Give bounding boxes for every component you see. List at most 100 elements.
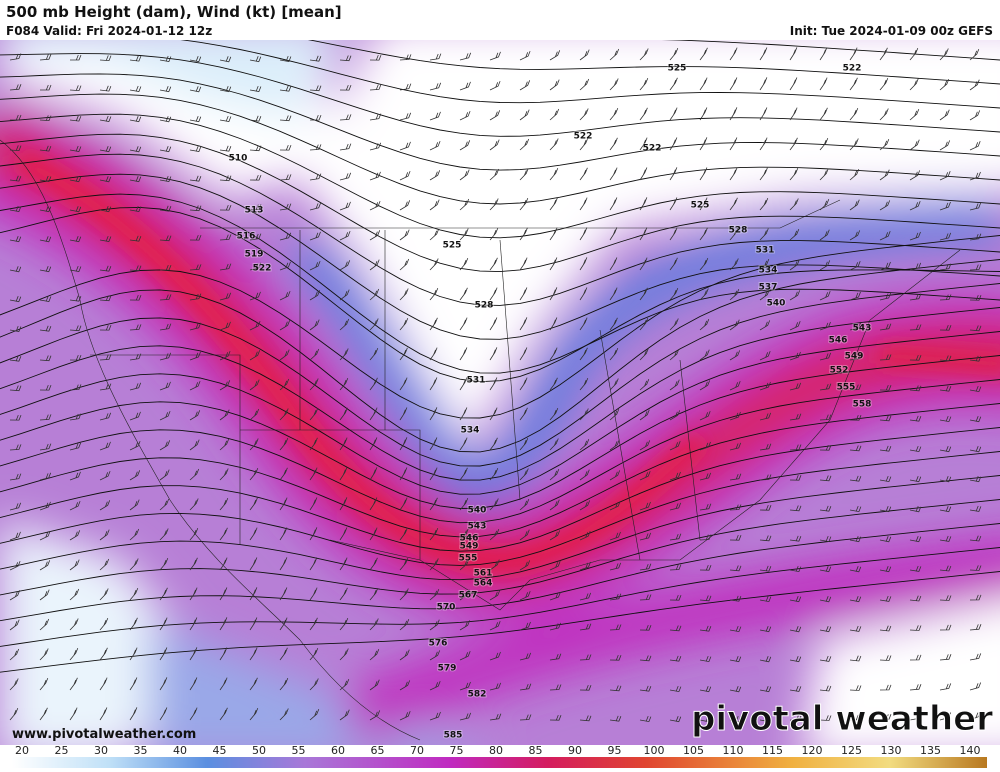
wind-barb — [549, 714, 562, 721]
colorbar-tick-label: 115 — [762, 744, 783, 757]
wind-barb — [579, 408, 589, 421]
wind-barb — [549, 377, 558, 391]
wind-barb — [459, 558, 470, 571]
wind-barb — [339, 230, 351, 241]
wind-barb — [729, 442, 742, 451]
wind-barb — [99, 617, 109, 631]
wind-barb — [39, 414, 52, 421]
wind-barb — [909, 625, 922, 631]
wind-barb — [909, 324, 922, 331]
wind-barb — [339, 289, 350, 301]
wind-barb — [519, 109, 530, 121]
wind-barb — [369, 467, 378, 481]
wind-barb — [909, 565, 922, 572]
wind-barb — [819, 715, 832, 721]
wind-barb — [579, 684, 592, 691]
wind-barb — [789, 656, 802, 663]
wind-barb — [489, 407, 498, 421]
wind-barb — [819, 198, 830, 211]
contour-label: 522 — [574, 132, 593, 142]
wind-barb — [159, 235, 172, 242]
contour-label: 543 — [468, 522, 487, 532]
wind-barb — [9, 145, 22, 152]
wind-barb — [129, 707, 138, 721]
wind-barb — [759, 504, 772, 511]
wind-barb — [369, 527, 378, 541]
wind-barb — [9, 84, 22, 91]
wind-barb — [909, 231, 921, 241]
wind-barb — [609, 197, 618, 211]
wind-barb — [9, 531, 21, 541]
wind-barb — [69, 707, 78, 721]
wind-barb — [729, 473, 742, 481]
wind-barb — [219, 380, 231, 391]
wind-barb — [9, 296, 22, 303]
wind-barb — [129, 85, 142, 92]
wind-barb — [69, 677, 78, 691]
wind-barb — [729, 686, 742, 693]
wind-barb — [279, 261, 291, 271]
contour-label: 531 — [467, 376, 486, 386]
wind-barb — [189, 205, 202, 212]
wind-barb — [429, 111, 441, 121]
wind-barb — [819, 77, 828, 91]
wind-barb — [159, 440, 171, 451]
wind-barb — [249, 408, 260, 421]
wind-barb — [849, 505, 862, 513]
wind-barb — [699, 197, 708, 211]
wind-barb — [69, 500, 81, 511]
wind-barb — [489, 713, 502, 721]
wind-barb — [39, 472, 52, 481]
wind-barb — [189, 351, 201, 361]
wind-barb — [69, 559, 80, 571]
wind-barb — [939, 385, 952, 392]
wind-barb — [99, 85, 112, 92]
wind-barb — [39, 648, 49, 661]
wind-barb — [309, 647, 319, 661]
wind-barb — [249, 647, 258, 661]
wind-barb — [519, 287, 528, 301]
wind-barb — [399, 170, 411, 181]
contour-line — [0, 283, 1000, 467]
wind-barb — [369, 679, 380, 691]
wind-barb — [669, 716, 682, 723]
wind-barb — [399, 467, 408, 481]
wind-barb — [189, 527, 199, 541]
wind-barb — [819, 535, 832, 543]
wind-barb — [429, 258, 439, 271]
wind-barb — [849, 475, 862, 482]
wind-barb — [969, 233, 982, 241]
wind-barb — [129, 265, 142, 272]
wind-barb — [69, 85, 82, 92]
wind-barb — [549, 438, 559, 451]
wind-barb — [909, 293, 922, 301]
wind-barb — [819, 291, 831, 301]
wind-barb — [549, 227, 558, 241]
wind-barb — [339, 318, 350, 331]
wind-barb — [789, 228, 800, 241]
wind-barb — [189, 86, 202, 93]
wind-barb — [39, 384, 52, 391]
wind-barb — [669, 348, 680, 361]
wind-barb — [99, 176, 112, 183]
wind-barb — [549, 622, 562, 631]
wind-barb — [369, 618, 379, 631]
wind-barb — [339, 467, 348, 481]
wind-barb — [699, 625, 712, 632]
wind-barb — [849, 566, 862, 573]
wind-barb — [489, 498, 499, 511]
contour-label: 579 — [438, 664, 457, 674]
wind-barb — [309, 114, 322, 121]
wind-barb — [519, 227, 528, 241]
wind-barb — [639, 137, 648, 151]
wind-barb — [369, 377, 378, 391]
wind-barb — [459, 110, 471, 121]
wind-barb — [819, 260, 831, 271]
wind-barb — [189, 439, 200, 451]
wind-barb — [9, 648, 20, 661]
wind-barb — [39, 175, 52, 182]
wind-barb — [279, 617, 288, 631]
wind-barb — [969, 624, 982, 631]
wind-barb — [339, 84, 352, 91]
wind-barb — [759, 715, 772, 722]
